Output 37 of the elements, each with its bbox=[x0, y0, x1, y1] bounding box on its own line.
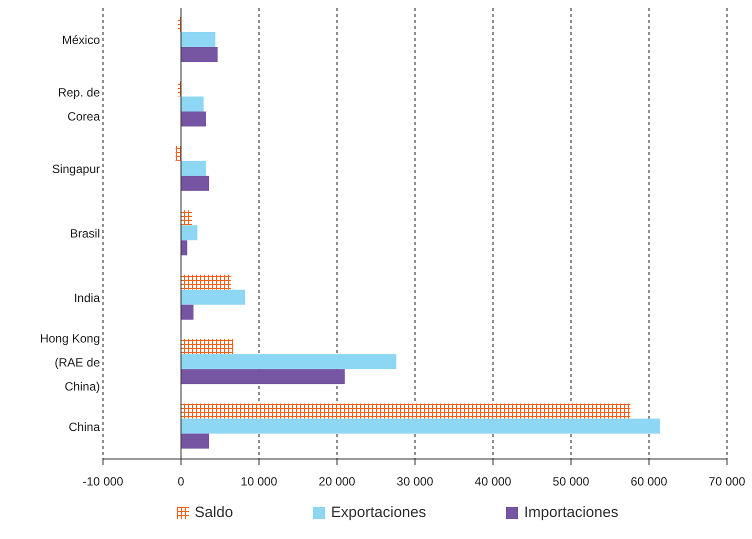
bar bbox=[176, 146, 181, 161]
x-tick-label: -10 000 bbox=[82, 474, 124, 489]
x-tick-label: 60 000 bbox=[630, 474, 668, 489]
legend-label: Saldo bbox=[194, 504, 234, 521]
bar bbox=[181, 418, 660, 434]
x-tick-label: 10 000 bbox=[240, 474, 278, 489]
bar bbox=[181, 290, 245, 305]
bar bbox=[181, 210, 192, 226]
bar bbox=[181, 176, 210, 191]
y-tick-label: Brasil bbox=[70, 226, 100, 240]
bar bbox=[181, 47, 218, 62]
bar bbox=[181, 96, 204, 112]
bar bbox=[181, 32, 216, 48]
x-tick-label: 70 000 bbox=[708, 474, 746, 489]
bar bbox=[181, 274, 231, 290]
bar bbox=[181, 404, 630, 419]
bar bbox=[181, 225, 198, 240]
y-tick-label: China bbox=[68, 420, 100, 434]
bar bbox=[181, 111, 206, 126]
legend-label: Importaciones bbox=[524, 504, 618, 521]
bar bbox=[181, 354, 396, 370]
x-tick-label: 20 000 bbox=[318, 474, 356, 489]
bar bbox=[181, 304, 194, 320]
x-tick-label: 30 000 bbox=[396, 474, 434, 489]
y-tick-label: India bbox=[74, 290, 100, 305]
bar bbox=[181, 434, 210, 449]
bar bbox=[181, 369, 345, 384]
y-tick-label: Hong Kong (RAE de China) bbox=[40, 331, 100, 394]
bar bbox=[181, 339, 234, 354]
x-tick-label: 0 bbox=[178, 474, 185, 489]
y-tick-label: México bbox=[62, 33, 100, 48]
y-tick-label: Rep. de Corea bbox=[58, 86, 100, 124]
x-tick-label: 40 000 bbox=[474, 474, 512, 489]
legend-label: Exportaciones bbox=[331, 504, 426, 521]
y-tick-label: Singapur bbox=[52, 162, 100, 176]
x-tick-label: 50 000 bbox=[552, 474, 590, 489]
bar bbox=[181, 160, 206, 176]
